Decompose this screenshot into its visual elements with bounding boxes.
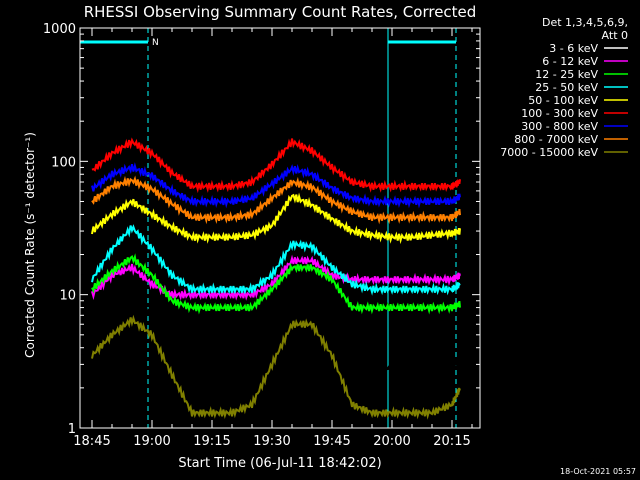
series-line-8 — [91, 314, 461, 420]
x-tick-label-5: 20:00 — [373, 434, 410, 449]
plot-frame — [79, 27, 481, 429]
legend-label-7: 800 - 7000 keV — [514, 133, 598, 146]
legend-label-5: 100 - 300 keV — [521, 107, 598, 120]
series-line-7 — [91, 175, 461, 225]
y-axis: 1 10 100 1000 — [43, 22, 480, 437]
legend-label-6: 300 - 800 keV — [521, 120, 598, 133]
x-axis: 18:45 19:00 19:15 19:30 19:45 20:00 20:15 — [73, 28, 473, 449]
legend-label-3: 25 - 50 keV — [535, 81, 598, 94]
y-tick-label-1: 10 — [59, 289, 76, 304]
legend-header-line-1: Det 1,3,4,5,6,9, — [542, 16, 628, 29]
legend-label-0: 3 - 6 keV — [549, 42, 598, 55]
y-tick-label-3: 1000 — [43, 22, 76, 37]
y-axis-label: Corrected Count Rate (s⁻¹ detector⁻¹) — [23, 132, 37, 358]
legend-label-8: 7000 - 15000 keV — [500, 146, 598, 159]
series-line-3 — [91, 224, 461, 296]
series-line-1 — [91, 254, 461, 301]
y-tick-label-2: 100 — [51, 155, 76, 170]
x-tick-label-2: 19:15 — [193, 434, 230, 449]
y-tick-label-0: 1 — [68, 422, 76, 437]
legend-header-line-2: Att 0 — [602, 29, 628, 42]
series-line-5 — [91, 137, 461, 194]
x-tick-label-0: 18:45 — [73, 434, 110, 449]
x-axis-label: Start Time (06-Jul-11 18:42:02) — [178, 456, 381, 471]
night-marker-label: N — [152, 38, 159, 48]
series-line-2 — [91, 253, 461, 315]
series-line-6 — [91, 162, 461, 209]
footer-timestamp: 18-Oct-2021 05:57 — [560, 467, 636, 476]
legend-label-4: 50 - 100 keV — [528, 94, 598, 107]
x-tick-label-3: 19:30 — [253, 434, 290, 449]
x-tick-label-6: 20:15 — [433, 434, 470, 449]
chart-title: RHESSI Observing Summary Count Rates, Co… — [84, 3, 477, 21]
x-tick-label-1: 19:00 — [133, 434, 170, 449]
series-line-0 — [91, 291, 461, 376]
plot-area: N — [79, 27, 481, 429]
x-tick-label-4: 19:45 — [313, 434, 350, 449]
legend-label-2: 12 - 25 keV — [535, 68, 598, 81]
legend-label-1: 6 - 12 keV — [542, 55, 598, 68]
series-line-4 — [91, 192, 461, 245]
